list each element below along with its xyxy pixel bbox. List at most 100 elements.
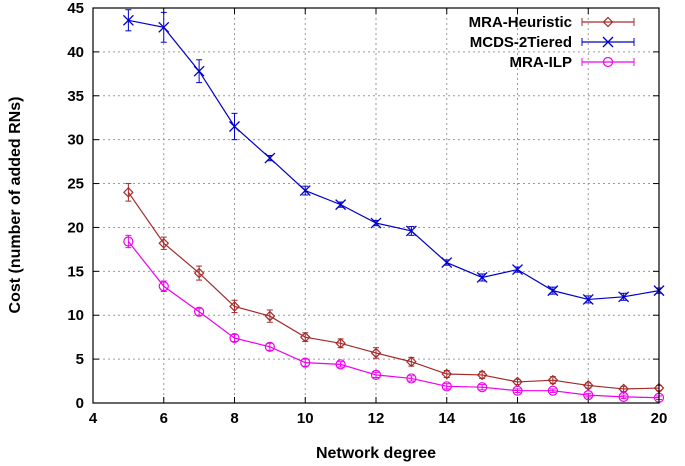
data-point (335, 337, 346, 349)
gridlines (93, 8, 659, 403)
data-point-stroke (512, 264, 523, 276)
data-point (547, 374, 559, 386)
y-tick-label: 0 (76, 395, 84, 412)
data-point (123, 236, 134, 247)
data-point-stroke (602, 36, 614, 48)
legend-label: MCDS-2Tiered (470, 34, 572, 51)
series-line (128, 19, 660, 301)
data-point-stroke (299, 185, 311, 197)
error-bar (125, 183, 132, 202)
series-line (127, 191, 660, 390)
plot-area (122, 9, 665, 403)
legend: MRA-Heuristic MCDS-2Tiered MRA-ILP (469, 14, 635, 71)
legend-entry: MRA-Heuristic (469, 14, 635, 31)
y-tick-label: 10 (67, 307, 84, 324)
data-point (582, 293, 594, 305)
error-bar (266, 342, 273, 351)
data-point-stroke (547, 285, 559, 297)
data-point-stroke (405, 225, 417, 237)
y-tick-label: 15 (67, 263, 84, 280)
error-bar (620, 394, 627, 400)
y-axis-label: Cost (number of added RNs) (7, 97, 24, 314)
y-tick-label: 40 (67, 44, 84, 61)
error-bar (231, 334, 238, 343)
data-point (602, 56, 614, 68)
x-tick-label: 16 (509, 410, 526, 427)
data-point-stroke (229, 121, 240, 132)
data-point (370, 217, 382, 229)
data-point-stroke (370, 217, 382, 229)
data-point (512, 385, 523, 396)
data-point (158, 237, 170, 249)
data-point (370, 369, 382, 381)
data-point (194, 306, 205, 317)
y-tick-label: 30 (67, 132, 84, 149)
data-point (158, 281, 169, 292)
error-bar (549, 376, 556, 385)
error-bar (549, 388, 556, 393)
data-point (229, 121, 240, 132)
data-point-stroke (441, 257, 453, 269)
data-point-stroke (618, 291, 630, 303)
data-point (441, 257, 453, 269)
data-point (476, 272, 488, 283)
data-point (122, 14, 134, 26)
data-point-stroke (335, 199, 347, 211)
data-point (547, 385, 558, 396)
x-axis-label: Network degree (316, 445, 436, 462)
x-tick-label: 8 (230, 410, 238, 427)
error-bar (443, 383, 450, 390)
x-tick-label: 14 (438, 410, 455, 427)
legend-entry: MCDS-2Tiered (470, 34, 635, 51)
data-point (476, 369, 488, 381)
data-point-stroke (193, 65, 205, 77)
data-point (618, 383, 629, 395)
error-bar (196, 307, 203, 316)
x-tick-label: 6 (160, 410, 168, 427)
data-point (618, 391, 629, 402)
data-point (583, 390, 594, 401)
x-tick-label: 4 (89, 410, 98, 427)
data-point (602, 16, 614, 28)
data-point (370, 347, 382, 359)
data-point (602, 36, 614, 48)
series-mra-ilp (123, 234, 665, 403)
data-point-stroke (158, 21, 170, 33)
error-bar (479, 384, 486, 391)
data-point-stroke (582, 293, 594, 305)
data-point (264, 310, 276, 322)
legend-label: MRA-ILP (510, 54, 573, 71)
error-bar (514, 388, 521, 393)
series-mra-heuristic (123, 183, 665, 395)
data-point-stroke (122, 14, 134, 26)
error-bar (408, 375, 415, 382)
series-mcds-2tiered (122, 9, 665, 305)
error-bar (373, 371, 379, 379)
data-point (582, 380, 594, 391)
data-point (229, 301, 240, 312)
data-point (405, 225, 417, 237)
data-point (441, 381, 452, 392)
y-tick-label: 5 (76, 351, 84, 368)
data-point (618, 291, 630, 303)
data-point (264, 341, 275, 352)
data-point (123, 186, 134, 198)
data-point (335, 359, 346, 370)
data-point (299, 185, 311, 197)
y-tick-label: 25 (67, 176, 84, 193)
data-point (158, 21, 170, 33)
y-tick-label: 35 (67, 88, 84, 105)
x-tick-label: 20 (651, 410, 668, 427)
data-point (229, 332, 240, 344)
data-point (300, 357, 311, 368)
error-bar (479, 370, 486, 379)
data-point (193, 65, 205, 77)
data-point (441, 368, 453, 380)
error-bar (302, 358, 309, 367)
legend-entry: MRA-ILP (510, 54, 635, 71)
axis-ticks: 0 5 10 15 20 25 30 35 40 45 4 6 8 10 12 14 16 18 20 (67, 0, 667, 427)
x-tick-label: 10 (297, 410, 314, 427)
error-bar (160, 280, 167, 293)
data-point (264, 152, 276, 164)
